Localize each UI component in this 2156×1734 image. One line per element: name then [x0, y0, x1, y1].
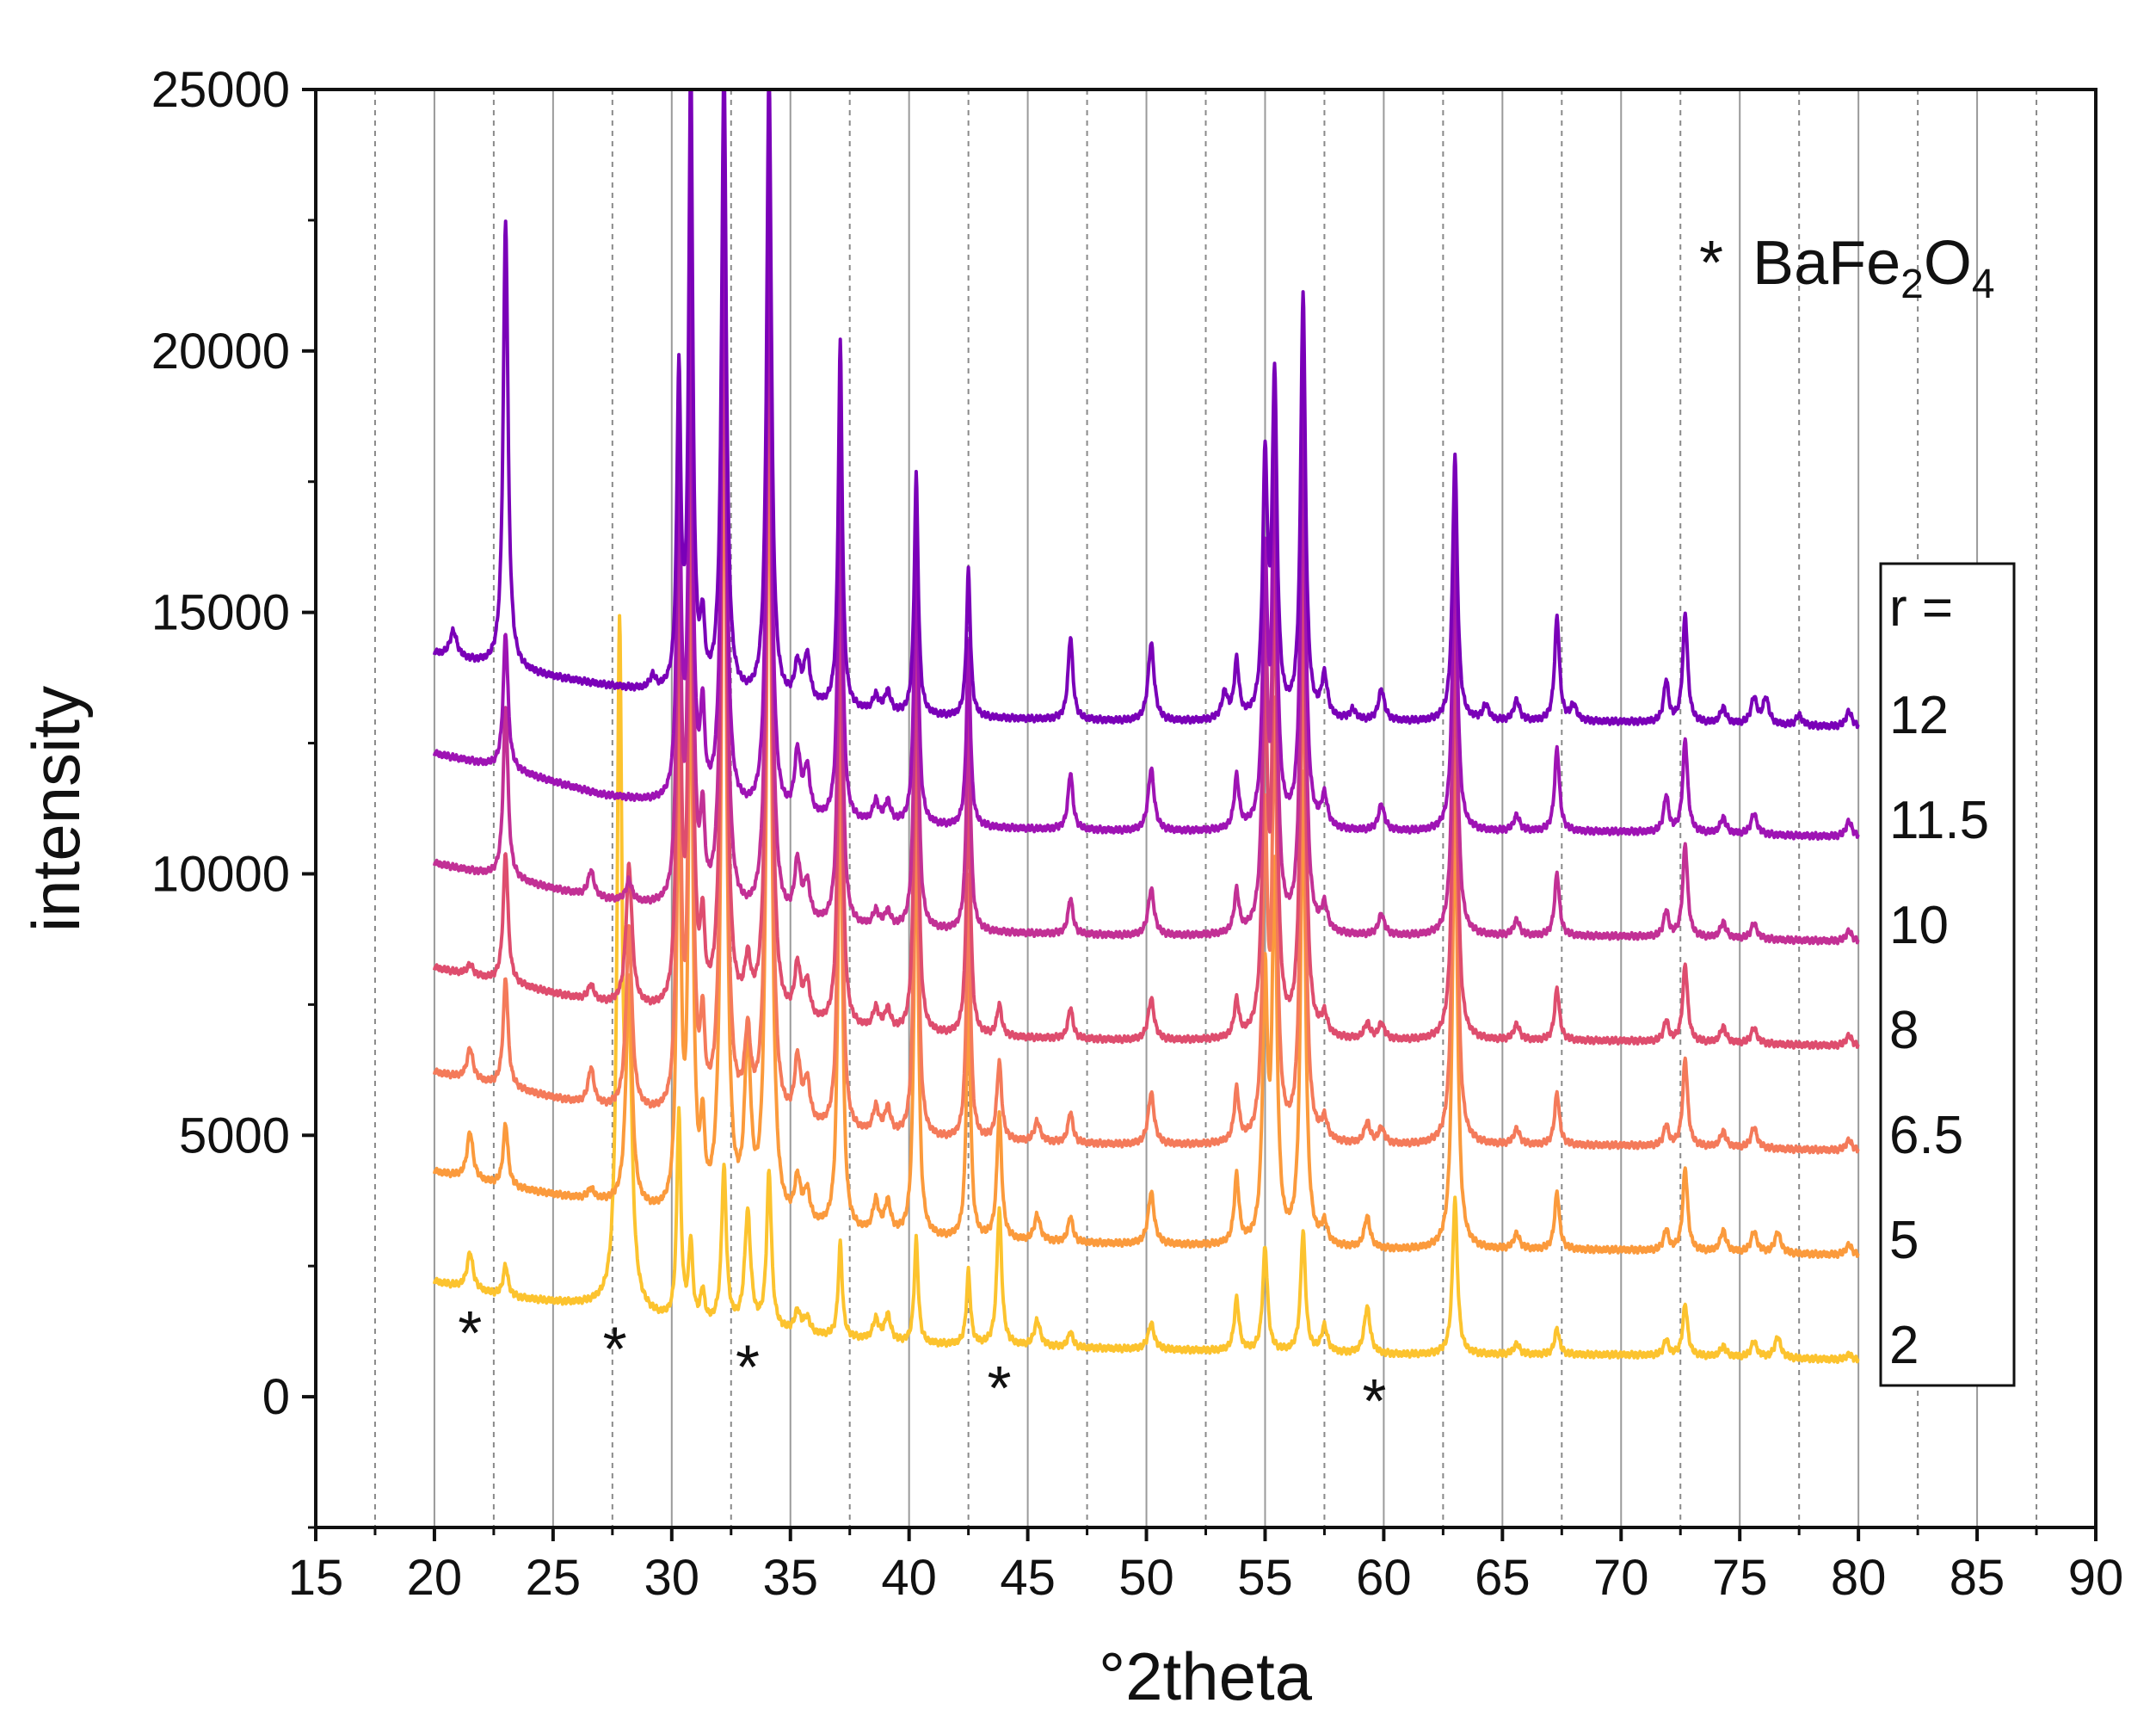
- x-tick-label: 75: [1712, 1550, 1768, 1606]
- x-tick-label: 85: [1950, 1550, 2005, 1606]
- series-line-r-2: [432, 614, 1860, 1365]
- x-tick-label: 50: [1118, 1550, 1174, 1606]
- impurity-marker: *: [736, 1334, 760, 1403]
- x-tick-label: 25: [526, 1550, 582, 1606]
- legend-entry: 11.5: [1889, 791, 1989, 850]
- y-tick-label: 25000: [151, 62, 290, 118]
- annotation-sub-1: 2: [1900, 262, 1924, 307]
- legend-title: r =: [1889, 578, 1953, 638]
- x-tick-label: 40: [881, 1550, 937, 1606]
- legend-entry: 2: [1889, 1316, 1919, 1375]
- legend-entry: 10: [1889, 896, 1949, 955]
- grid-lines: [373, 89, 2038, 1527]
- impurity-marker: *: [458, 1299, 482, 1368]
- x-tick-label: 55: [1237, 1550, 1293, 1606]
- impurity-marker: *: [987, 1354, 1011, 1423]
- legend-entry: 8: [1889, 1001, 1919, 1060]
- x-tick-label: 45: [1000, 1550, 1056, 1606]
- legend-box: [1879, 562, 2016, 1387]
- y-tick-label: 0: [262, 1369, 290, 1425]
- series-line-r-8: [432, 221, 1860, 1051]
- x-tick-label: 65: [1475, 1550, 1531, 1606]
- series-line-r-5: [432, 318, 1860, 1259]
- series-group: [432, 89, 1860, 1365]
- impurity-marker: *: [603, 1315, 627, 1384]
- legend: r = 12 11.5 10 8 6.5 5 2: [1879, 562, 2016, 1387]
- x-axis-title: °2theta: [1099, 1638, 1313, 1714]
- series-line-r-11-5: [432, 174, 1860, 842]
- x-tick-label: 35: [762, 1550, 818, 1606]
- y-tick-label: 15000: [151, 585, 290, 641]
- legend-entry: 5: [1889, 1211, 1919, 1270]
- x-tick-label: 60: [1356, 1550, 1412, 1606]
- annotation-sub-2: 4: [1972, 262, 1995, 307]
- x-tick-label: 20: [407, 1550, 463, 1606]
- y-tick-label: 10000: [151, 846, 290, 902]
- x-tick-label: 90: [2068, 1550, 2124, 1606]
- y-axis-title: intensity: [18, 686, 94, 932]
- y-tick-label: 5000: [179, 1108, 290, 1163]
- x-tick-label: 30: [644, 1550, 700, 1606]
- series-line-r-10: [432, 173, 1860, 946]
- annotation-formula-o: O: [1924, 229, 1972, 298]
- y-tick-label: 20000: [151, 324, 290, 380]
- x-tick-label: 70: [1593, 1550, 1649, 1606]
- series-line-r-12: [432, 89, 1860, 731]
- x-tick-label: 15: [288, 1550, 344, 1606]
- annotation-label: * BaFe2O4: [1699, 229, 1995, 307]
- series-line-r-6-5: [432, 273, 1860, 1155]
- annotation-star: *: [1699, 229, 1723, 298]
- annotation-formula: BaFe: [1753, 229, 1900, 298]
- legend-entry: 12: [1889, 686, 1949, 745]
- impurity-marker: *: [1362, 1367, 1386, 1436]
- legend-entry: 6.5: [1889, 1106, 1963, 1165]
- x-tick-label: 80: [1831, 1550, 1887, 1606]
- axis-ticks: 15 20 25 30 35 40 45 50 55 60 65 70 75 80 85 9025000200…: [151, 62, 2124, 1606]
- impurity-markers: * * * * *: [458, 1299, 1386, 1436]
